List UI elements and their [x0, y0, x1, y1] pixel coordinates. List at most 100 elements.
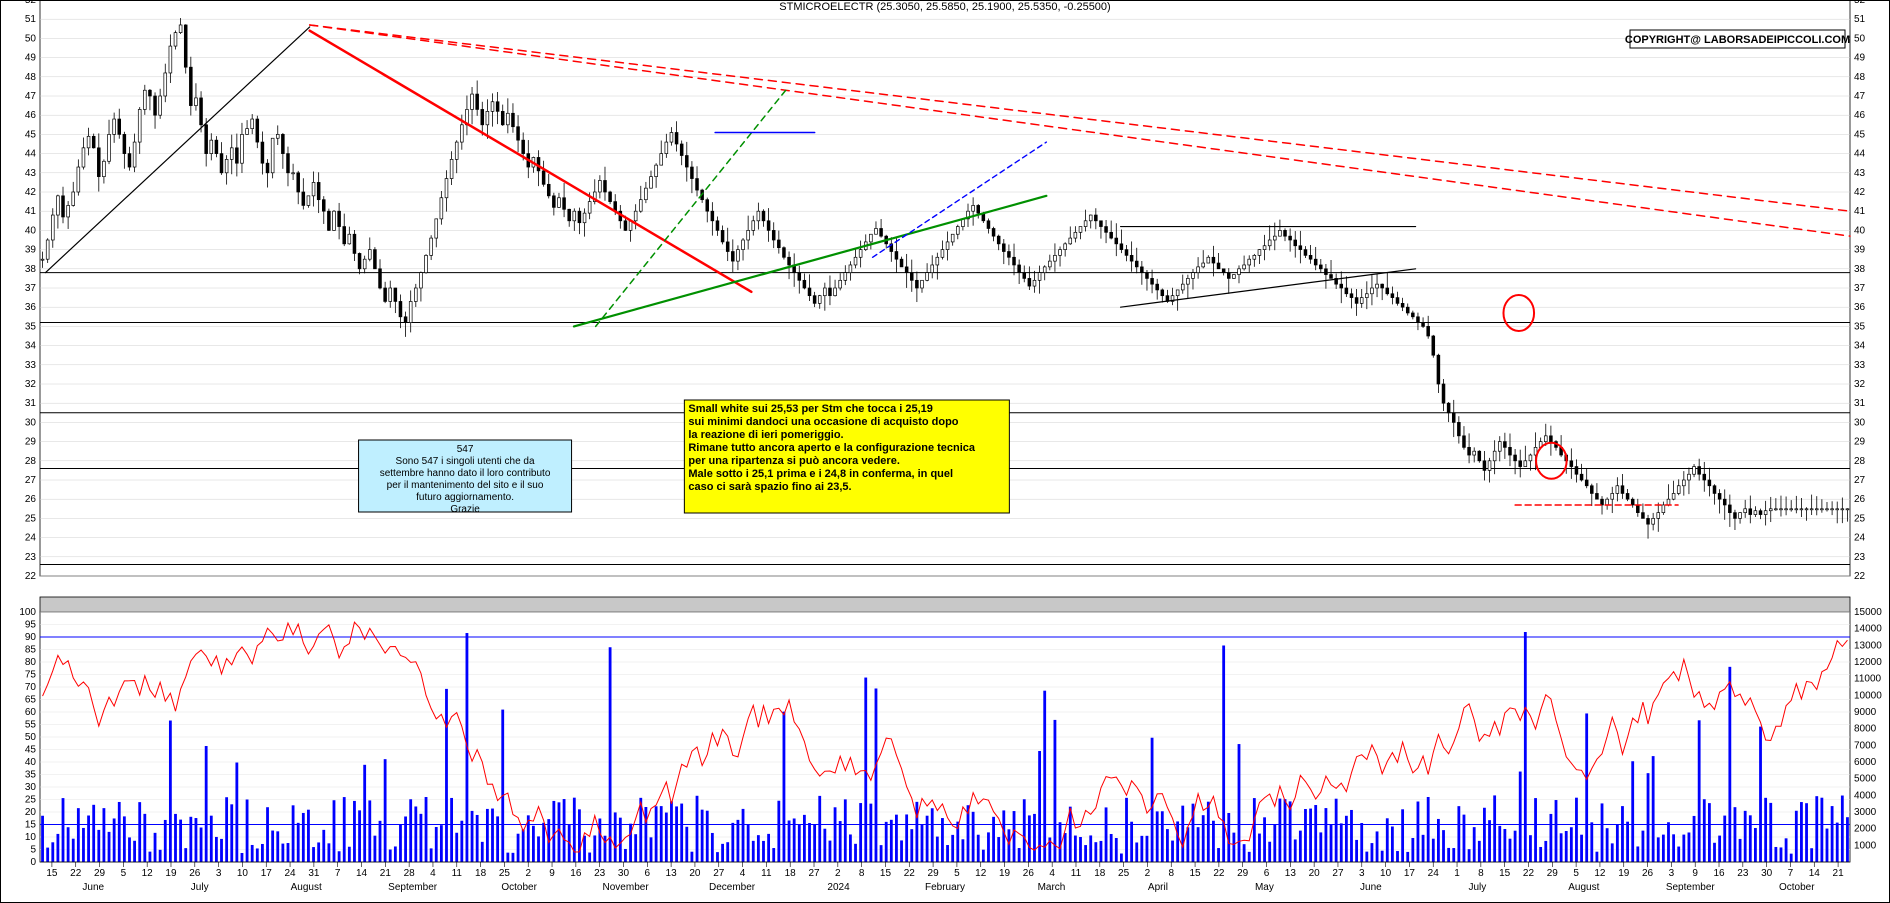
svg-text:sui minimi dandoci una occasio: sui minimi dandoci una occasione di acqu…: [688, 416, 958, 428]
svg-text:September: September: [1666, 882, 1716, 893]
svg-text:6000: 6000: [1854, 757, 1877, 768]
svg-text:Small white sui 25,53 per Stm: Small white sui 25,53 per Stm che tocca …: [688, 403, 933, 415]
svg-text:3: 3: [1359, 868, 1365, 879]
svg-text:547: 547: [457, 444, 474, 455]
svg-text:55: 55: [25, 720, 37, 731]
svg-text:settembre hanno dato il loro c: settembre hanno dato il loro contributo: [380, 468, 551, 479]
svg-text:27: 27: [1854, 475, 1866, 486]
svg-text:75: 75: [25, 670, 37, 681]
svg-text:2: 2: [525, 868, 531, 879]
svg-text:4: 4: [740, 868, 746, 879]
svg-text:34: 34: [1854, 341, 1866, 352]
svg-text:August: August: [291, 882, 322, 893]
svg-text:39: 39: [1854, 245, 1866, 256]
svg-text:49: 49: [1854, 53, 1866, 64]
svg-text:29: 29: [1237, 868, 1249, 879]
svg-text:31: 31: [1854, 398, 1866, 409]
svg-text:19: 19: [999, 868, 1011, 879]
svg-text:12: 12: [975, 868, 987, 879]
svg-text:70: 70: [25, 682, 37, 693]
svg-text:40: 40: [25, 757, 37, 768]
svg-text:25: 25: [25, 795, 37, 806]
svg-text:45: 45: [25, 745, 37, 756]
svg-text:8: 8: [1478, 868, 1484, 879]
svg-text:4000: 4000: [1854, 790, 1877, 801]
svg-text:22: 22: [904, 868, 916, 879]
svg-text:15: 15: [880, 868, 892, 879]
svg-text:28: 28: [25, 456, 37, 467]
svg-text:35: 35: [1854, 321, 1866, 332]
svg-text:9000: 9000: [1854, 707, 1877, 718]
svg-text:39: 39: [25, 245, 37, 256]
chart-title: STMICROELECTR (25.3050, 25.5850, 25.1900…: [779, 1, 1110, 13]
svg-text:October: October: [1779, 882, 1815, 893]
svg-text:23: 23: [594, 868, 606, 879]
svg-text:22: 22: [70, 868, 82, 879]
svg-text:28: 28: [404, 868, 416, 879]
svg-text:33: 33: [1854, 360, 1866, 371]
svg-text:29: 29: [94, 868, 106, 879]
svg-text:15: 15: [1499, 868, 1511, 879]
svg-text:10: 10: [25, 832, 37, 843]
svg-text:40: 40: [25, 225, 37, 236]
svg-text:13: 13: [1285, 868, 1297, 879]
svg-text:10000: 10000: [1854, 690, 1882, 701]
svg-text:30: 30: [618, 868, 630, 879]
svg-text:46: 46: [1854, 110, 1866, 121]
svg-text:12: 12: [1594, 868, 1606, 879]
svg-text:30: 30: [25, 417, 37, 428]
svg-text:26: 26: [25, 494, 37, 505]
svg-text:32: 32: [25, 379, 37, 390]
svg-text:60: 60: [25, 707, 37, 718]
svg-text:11: 11: [452, 868, 463, 879]
svg-text:8: 8: [859, 868, 865, 879]
svg-text:65: 65: [25, 695, 37, 706]
svg-text:11: 11: [1071, 868, 1082, 879]
svg-text:1: 1: [1454, 868, 1460, 879]
svg-text:7000: 7000: [1854, 740, 1877, 751]
svg-text:Rimane tutto ancora aperto e l: Rimane tutto ancora aperto e la configur…: [688, 442, 976, 454]
svg-text:25: 25: [25, 513, 37, 524]
svg-text:Sono 547 i singoli utenti che: Sono 547 i singoli utenti che da: [396, 456, 535, 467]
svg-text:6: 6: [645, 868, 651, 879]
svg-text:5000: 5000: [1854, 774, 1877, 785]
svg-text:42: 42: [1854, 187, 1866, 198]
svg-text:Grazie: Grazie: [450, 504, 480, 515]
svg-text:48: 48: [1854, 72, 1866, 83]
svg-text:10: 10: [1380, 868, 1392, 879]
svg-text:41: 41: [25, 206, 37, 217]
svg-text:futuro aggiornamento.: futuro aggiornamento.: [416, 492, 514, 503]
svg-text:36: 36: [1854, 302, 1866, 313]
svg-text:29: 29: [1547, 868, 1559, 879]
svg-text:1000: 1000: [1854, 840, 1877, 851]
svg-text:11: 11: [761, 868, 772, 879]
svg-text:37: 37: [25, 283, 37, 294]
svg-text:22: 22: [1854, 571, 1866, 582]
svg-text:0: 0: [30, 857, 36, 868]
svg-text:27: 27: [808, 868, 820, 879]
svg-text:18: 18: [475, 868, 487, 879]
svg-text:2: 2: [835, 868, 841, 879]
svg-text:95: 95: [25, 620, 37, 631]
svg-text:7: 7: [1788, 868, 1794, 879]
svg-text:49: 49: [25, 53, 37, 64]
svg-text:21: 21: [380, 868, 392, 879]
svg-text:23: 23: [1854, 552, 1866, 563]
svg-text:May: May: [1255, 882, 1274, 893]
svg-text:7: 7: [335, 868, 341, 879]
svg-text:19: 19: [1618, 868, 1630, 879]
svg-text:21: 21: [1833, 868, 1845, 879]
svg-text:9: 9: [1692, 868, 1698, 879]
svg-text:27: 27: [1332, 868, 1344, 879]
svg-text:13000: 13000: [1854, 640, 1882, 651]
svg-text:44: 44: [25, 149, 37, 160]
svg-text:September: September: [388, 882, 438, 893]
svg-text:20: 20: [25, 807, 37, 818]
svg-text:17: 17: [261, 868, 273, 879]
svg-text:41: 41: [1854, 206, 1866, 217]
svg-text:per una ripartenza si può anco: per una ripartenza si può ancora vedere.: [688, 455, 900, 467]
svg-text:17: 17: [1404, 868, 1416, 879]
svg-text:15000: 15000: [1854, 607, 1882, 618]
svg-text:22: 22: [1213, 868, 1225, 879]
svg-text:2000: 2000: [1854, 824, 1877, 835]
